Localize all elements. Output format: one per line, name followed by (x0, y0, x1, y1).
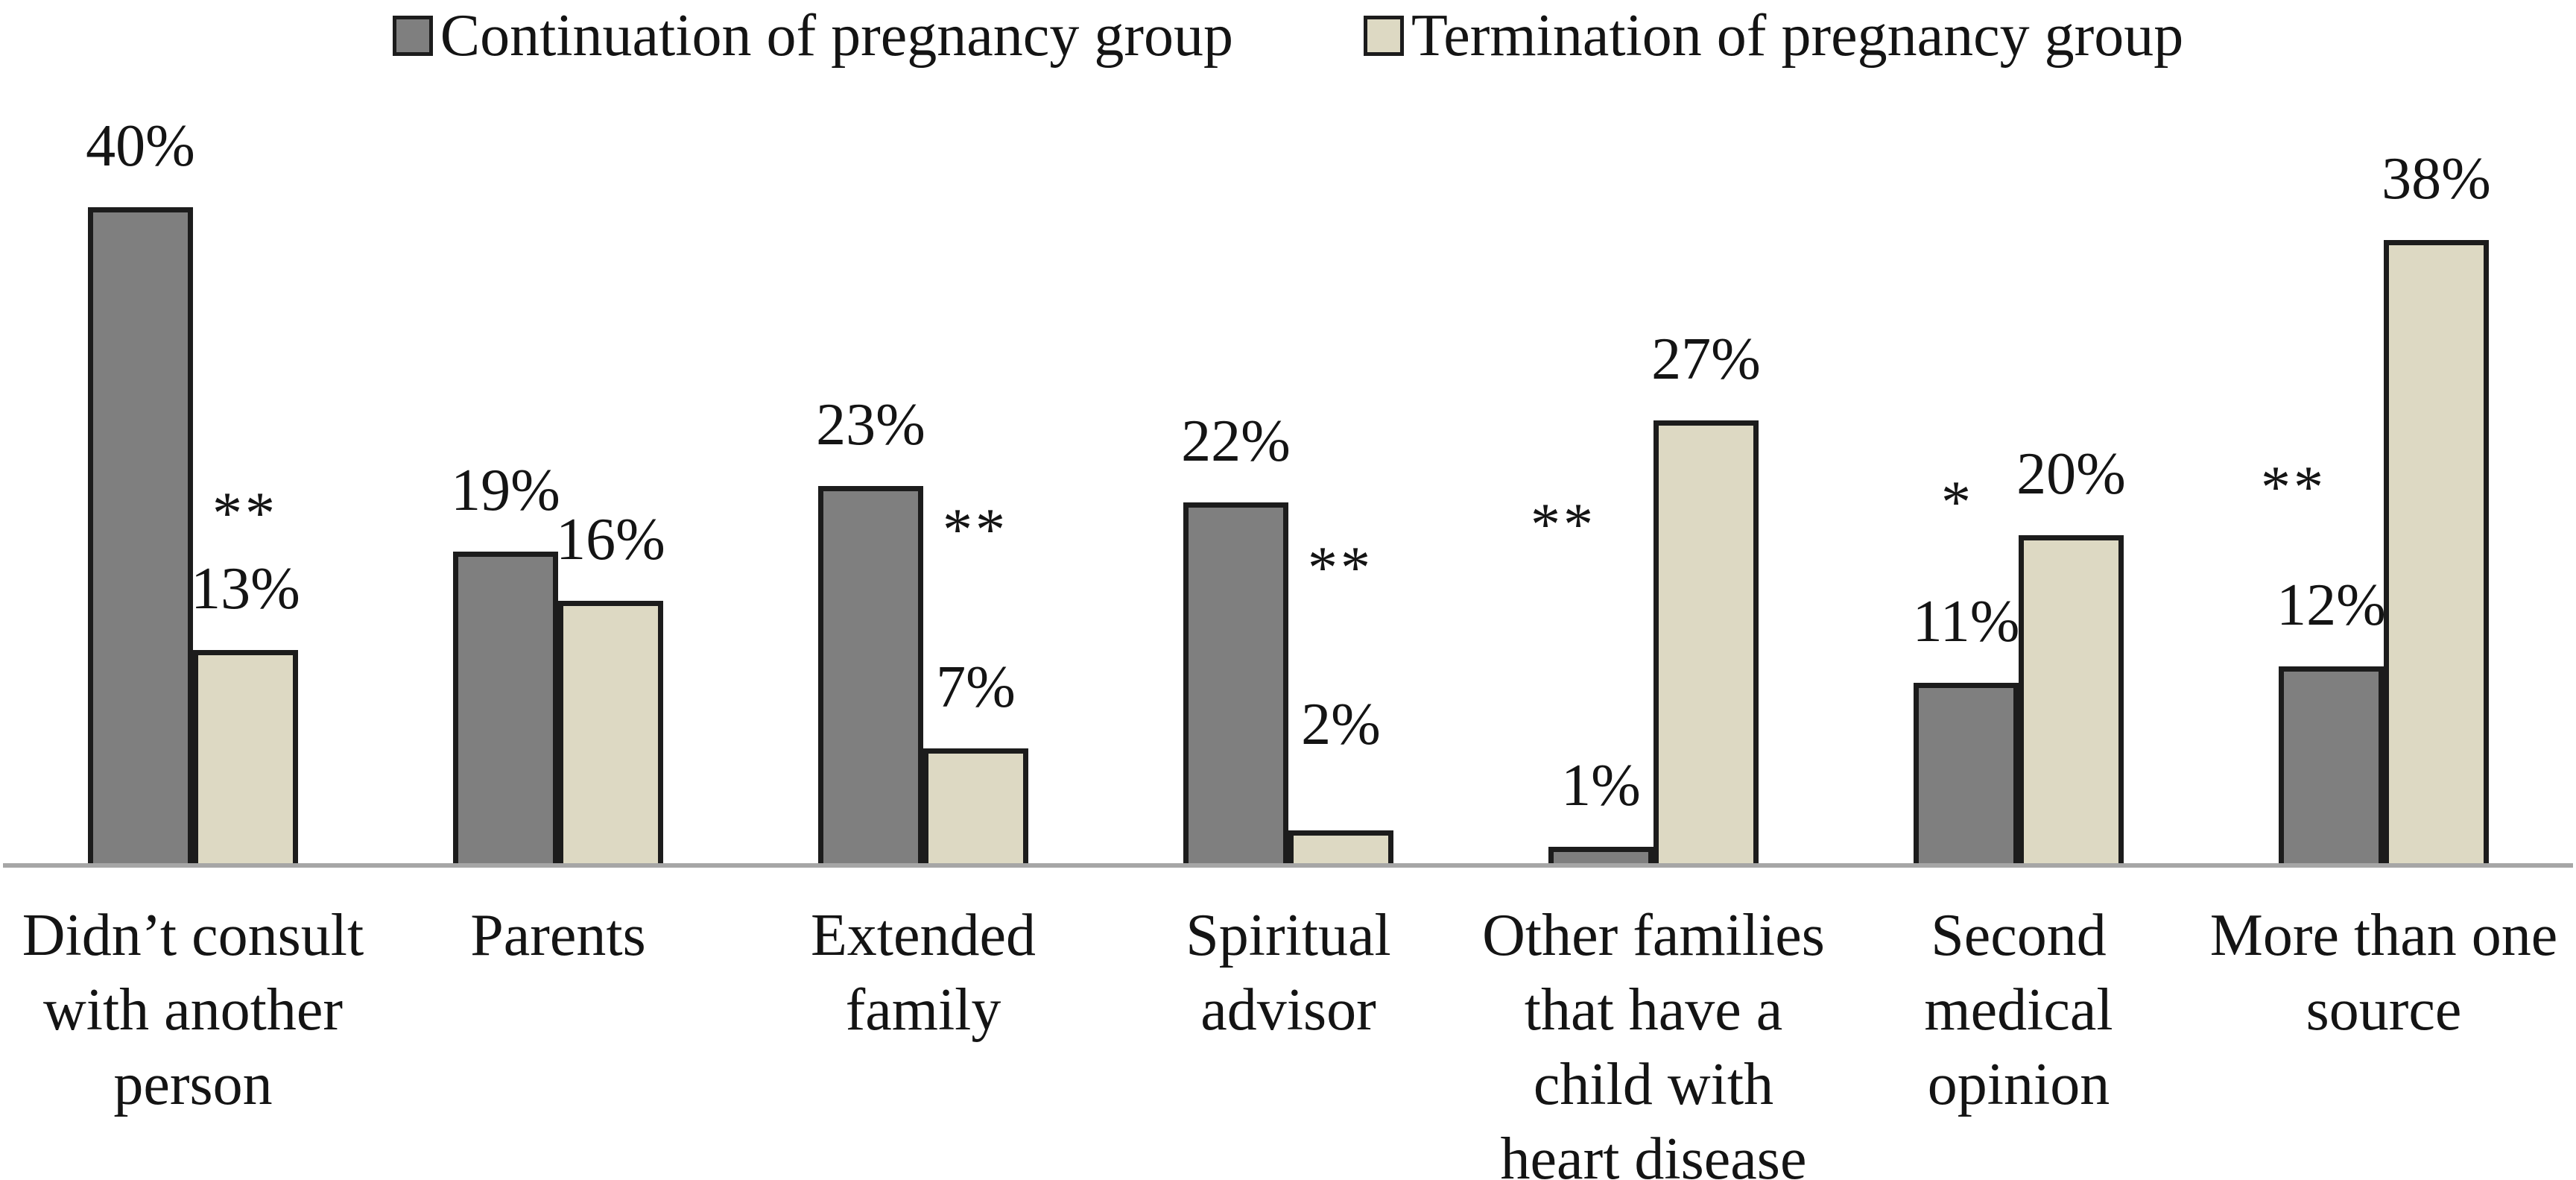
significance-marker: ** (943, 497, 1008, 563)
value-label: 20% (2016, 441, 2126, 507)
bar-termination (1288, 830, 1393, 863)
legend-item: Continuation of pregnancy group (392, 3, 1233, 69)
category-label: Second medical opinion (1924, 903, 2113, 1117)
value-label: 22% (1181, 408, 1291, 474)
value-label: 27% (1651, 326, 1761, 392)
value-label: 11% (1912, 589, 2020, 654)
significance-marker: ** (2261, 455, 2326, 520)
value-label: 12% (2276, 572, 2386, 638)
legend: Continuation of pregnancy group Terminati… (0, 6, 2576, 66)
value-label: 19% (451, 458, 560, 523)
bar-continuation (1548, 847, 1653, 863)
value-label: 2% (1301, 692, 1381, 757)
category-label: Parents (470, 903, 646, 968)
value-label: 13% (191, 556, 300, 622)
significance-marker: ** (1308, 535, 1373, 601)
bar-termination (2019, 535, 2124, 863)
category-label: Spiritual advisor (1186, 903, 1391, 1043)
category-label: Extended family (810, 903, 1037, 1043)
value-label: 40% (86, 113, 195, 179)
bar-continuation (88, 207, 193, 863)
significance-marker: ** (1531, 492, 1596, 558)
bar-continuation (453, 552, 558, 863)
significance-marker: * (1941, 470, 1974, 535)
value-label: 23% (816, 392, 925, 458)
bar-termination (923, 748, 1028, 863)
bar-continuation (1183, 502, 1288, 863)
bar-termination (558, 601, 663, 863)
category-label: Other families that have a child with he… (1482, 903, 1825, 1180)
x-axis-line (3, 863, 2573, 868)
bar-termination (193, 650, 298, 863)
legend-item: Termination of pregnancy group (1363, 3, 2184, 69)
category-label: More than one source (2209, 903, 2558, 1043)
value-label: 38% (2382, 146, 2491, 212)
value-label: 16% (556, 507, 665, 572)
value-label: 7% (936, 654, 1016, 720)
legend-label: Termination of pregnancy group (1411, 3, 2184, 69)
legend-swatch-icon (392, 16, 433, 56)
bar-continuation (2279, 666, 2384, 863)
legend-swatch-icon (1363, 16, 1404, 56)
value-label: 1% (1561, 753, 1641, 818)
bar-termination (1653, 420, 1759, 863)
significance-marker: ** (212, 481, 278, 546)
category-label: Didn’t consult with another person (22, 903, 364, 1117)
bar-termination (2384, 240, 2489, 863)
legend-label: Continuation of pregnancy group (440, 3, 1233, 69)
bar-continuation (1914, 683, 2019, 863)
bar-continuation (818, 486, 923, 863)
